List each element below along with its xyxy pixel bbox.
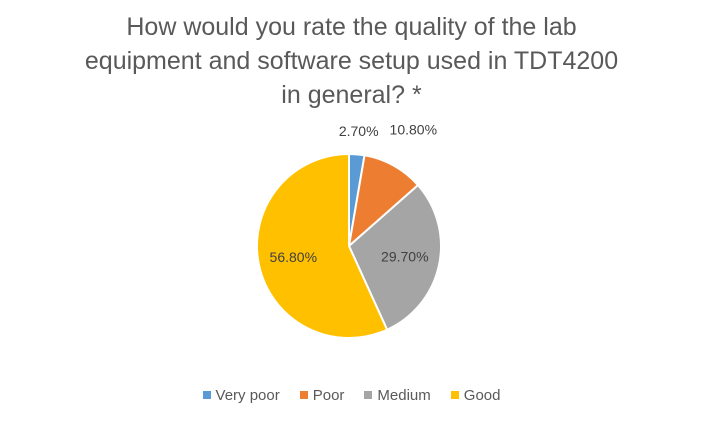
legend: Very poor Poor Medium Good bbox=[0, 385, 703, 405]
legend-item-medium: Medium bbox=[364, 386, 431, 404]
legend-item-poor: Poor bbox=[299, 386, 345, 404]
chart-title-line-2: equipment and software setup used in TDT… bbox=[84, 47, 619, 75]
legend-label-good: Good bbox=[463, 386, 501, 404]
data-label-very-poor: 2.70% bbox=[339, 123, 379, 139]
chart-title-line-1: How would you rate the quality of the la… bbox=[126, 13, 577, 41]
data-label-good: 56.80% bbox=[270, 249, 317, 265]
legend-label-poor: Poor bbox=[312, 386, 345, 404]
pie-slice-good bbox=[256, 153, 389, 339]
legend-item-very-poor: Very poor bbox=[202, 386, 280, 404]
legend-label-medium: Medium bbox=[377, 386, 431, 404]
data-label-poor: 10.80% bbox=[390, 121, 437, 137]
legend-item-good: Good bbox=[450, 386, 501, 404]
legend-swatch-medium bbox=[364, 391, 373, 399]
legend-swatch-poor bbox=[299, 391, 308, 399]
legend-label-very-poor: Very poor bbox=[215, 386, 280, 404]
data-label-medium: 29.70% bbox=[381, 249, 428, 265]
legend-swatch-good bbox=[450, 391, 459, 399]
pie-slice-medium bbox=[348, 184, 442, 331]
chart-title-line-3: in general? * bbox=[281, 81, 422, 109]
legend-swatch-very-poor bbox=[202, 391, 211, 399]
